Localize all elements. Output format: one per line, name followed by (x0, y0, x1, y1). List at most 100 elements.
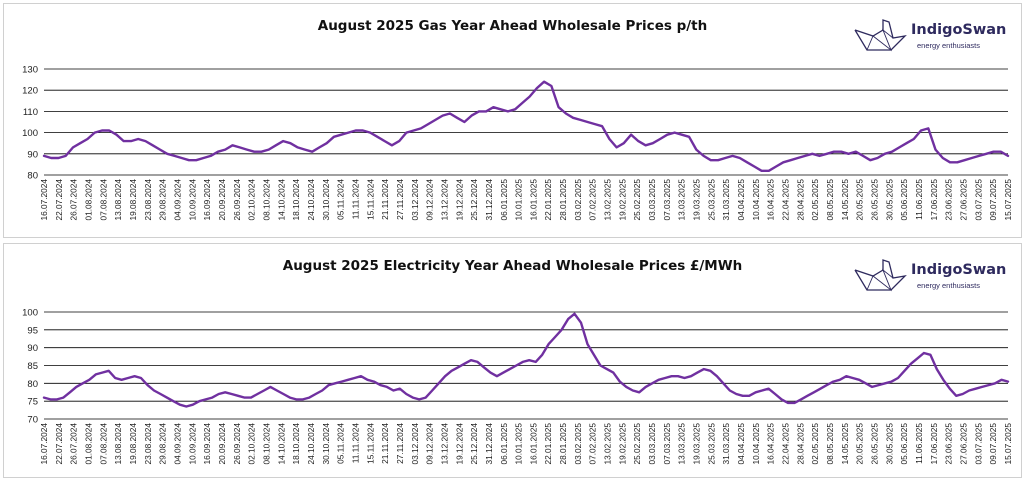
gas-x-tick-label: 23.06.2025 (944, 179, 954, 221)
electricity-y-tick-label: 90 (27, 343, 38, 354)
gas-x-tick-label: 27.11.2024 (395, 179, 405, 220)
gas-chart-title: August 2025 Gas Year Ahead Wholesale Pri… (317, 18, 708, 34)
gas-x-tick-label: 01.08.2024 (83, 179, 93, 221)
electricity-x-tick-label: 02.05.2025 (810, 423, 820, 465)
electricity-y-tick-label: 75 (27, 397, 38, 408)
electricity-y-tick-label: 80 (27, 379, 38, 390)
gas-x-tick-label: 07.03.2025 (662, 179, 672, 221)
electricity-x-tick-label: 20.09.2024 (217, 423, 227, 465)
electricity-x-tick-label: 22.07.2024 (54, 423, 64, 465)
electricity-x-tick-label: 10.01.2025 (514, 423, 524, 465)
gas-x-tick-label: 22.04.2025 (781, 179, 791, 221)
electricity-x-tick-label: 13.02.2025 (603, 423, 613, 465)
electricity-x-tick-label: 30.05.2025 (884, 423, 894, 465)
gas-x-tick-label: 10.04.2025 (751, 179, 761, 221)
electricity-x-tick-label: 22.01.2025 (543, 423, 553, 465)
electricity-x-tick-label: 13.03.2025 (677, 423, 687, 465)
electricity-x-tick-label: 22.04.2025 (781, 423, 791, 465)
electricity-x-tick-label: 01.08.2024 (83, 423, 93, 465)
gas-x-tick-label: 29.08.2024 (158, 179, 168, 221)
gas-x-tick-label: 21.11.2024 (380, 179, 390, 220)
electricity-x-tick-label: 04.04.2025 (736, 423, 746, 465)
electricity-x-tick-label: 24.10.2024 (306, 423, 316, 465)
gas-x-tick-label: 15.11.2024 (365, 179, 375, 220)
gas-x-tick-label: 16.04.2025 (766, 179, 776, 221)
gas-x-tick-label: 19.03.2025 (692, 179, 702, 221)
gas-x-tick-label: 03.02.2025 (573, 179, 583, 221)
gas-x-tick-label: 09.07.2025 (988, 179, 998, 221)
gas-y-tick-label: 130 (22, 65, 38, 76)
swan-logo-icon (854, 19, 907, 52)
electricity-x-tick-label: 16.04.2025 (766, 423, 776, 465)
electricity-x-tick-label: 05.11.2024 (336, 423, 346, 464)
electricity-x-tick-label: 03.03.2025 (647, 423, 657, 465)
gas-y-tick-label: 120 (22, 86, 38, 97)
electricity-chart-panel: August 2025 Electricity Year Ahead Whole… (3, 243, 1022, 478)
electricity-x-tick-label: 15.07.2025 (1003, 423, 1013, 465)
gas-x-tick-label: 13.02.2025 (603, 179, 613, 221)
electricity-x-tick-label: 25.02.2025 (632, 423, 642, 465)
gas-x-tick-label: 28.01.2025 (558, 179, 568, 221)
gas-x-tick-label: 27.06.2025 (959, 179, 969, 221)
electricity-x-tick-label: 18.10.2024 (291, 423, 301, 465)
electricity-series-line (42, 312, 1010, 408)
electricity-x-tick-label: 03.12.2024 (410, 423, 420, 465)
electricity-x-tick-label: 02.10.2024 (247, 423, 257, 465)
electricity-x-tick-label: 25.12.2024 (469, 423, 479, 465)
electricity-x-tick-label: 23.08.2024 (143, 423, 153, 465)
electricity-x-tick-label: 11.06.2025 (914, 423, 924, 464)
electricity-x-tick-label: 21.11.2024 (380, 423, 390, 464)
gas-x-tick-label: 03.07.2025 (973, 179, 983, 221)
electricity-x-tick-label: 28.04.2025 (795, 423, 805, 465)
gas-x-tick-label: 22.01.2025 (543, 179, 553, 221)
electricity-x-tick-label: 10.04.2025 (751, 423, 761, 465)
logo-tagline: energy enthusiasts (917, 41, 980, 50)
gas-x-tick-label: 03.12.2024 (410, 179, 420, 221)
gas-x-tick-label: 04.04.2025 (736, 179, 746, 221)
electricity-x-tick-label: 26.09.2024 (232, 423, 242, 465)
gas-x-tick-label: 07.02.2025 (588, 179, 598, 221)
gas-y-tick-label: 110 (23, 107, 38, 118)
gas-x-tick-label: 04.09.2024 (172, 179, 182, 221)
gas-x-tick-label: 26.09.2024 (232, 179, 242, 221)
gas-x-tick-label: 25.12.2024 (469, 179, 479, 221)
gas-y-tick-label: 80 (27, 171, 38, 182)
electricity-x-tick-label: 07.08.2024 (98, 423, 108, 465)
gas-y-tick-label: 100 (22, 128, 38, 139)
electricity-x-tick-label: 13.08.2024 (113, 423, 123, 465)
electricity-x-tick-label: 26.05.2025 (870, 423, 880, 465)
electricity-x-tick-label: 27.11.2024 (395, 423, 405, 464)
gas-x-tick-label: 14.10.2024 (276, 179, 286, 221)
gas-x-tick-label: 31.03.2025 (721, 179, 731, 221)
gas-x-tick-label: 05.06.2025 (899, 179, 909, 221)
indigoswan-logo: IndigoSwan energy enthusiasts (853, 14, 1007, 58)
electricity-x-tick-label: 08.10.2024 (261, 423, 271, 465)
gas-x-tick-label: 09.12.2024 (425, 179, 435, 221)
gas-x-tick-label: 20.09.2024 (217, 179, 227, 221)
electricity-x-tick-label: 08.05.2025 (825, 423, 835, 465)
gas-x-tick-label: 03.03.2025 (647, 179, 657, 221)
gas-x-tick-label: 30.05.2025 (884, 179, 894, 221)
gas-x-tick-label: 22.07.2024 (54, 179, 64, 221)
logo-brand-name: IndigoSwan (911, 22, 1007, 38)
electricity-x-tick-label: 11.11.2024 (350, 423, 360, 464)
gas-x-tick-label: 24.10.2024 (306, 179, 316, 221)
electricity-x-tick-label: 19.12.2024 (454, 423, 464, 465)
electricity-x-tick-label: 13.12.2024 (439, 423, 449, 465)
gas-x-tick-label: 08.05.2025 (825, 179, 835, 221)
gas-x-tick-label: 19.02.2025 (617, 179, 627, 221)
gas-x-tick-label: 26.05.2025 (870, 179, 880, 221)
gas-x-tick-label: 10.01.2025 (514, 179, 524, 221)
electricity-x-tick-label: 16.07.2024 (39, 423, 49, 465)
electricity-x-tick-label: 09.12.2024 (425, 423, 435, 465)
electricity-x-tick-label: 19.02.2025 (617, 423, 627, 465)
gas-x-tick-label: 17.06.2025 (929, 179, 939, 221)
gas-price-line-chart: 80 90 100 110 120 130 16.07.2024 22.07.2024 26.0… (22, 65, 1013, 221)
electricity-x-tick-label: 07.02.2025 (588, 423, 598, 465)
gas-y-tick-label: 90 (27, 149, 38, 160)
gas-x-tick-label: 11.11.2024 (350, 179, 360, 220)
electricity-x-tick-label: 31.03.2025 (721, 423, 731, 465)
electricity-x-tick-label: 30.10.2024 (321, 423, 331, 465)
electricity-x-tick-label: 17.06.2025 (929, 423, 939, 465)
gas-x-tick-label: 16.01.2025 (528, 179, 538, 221)
